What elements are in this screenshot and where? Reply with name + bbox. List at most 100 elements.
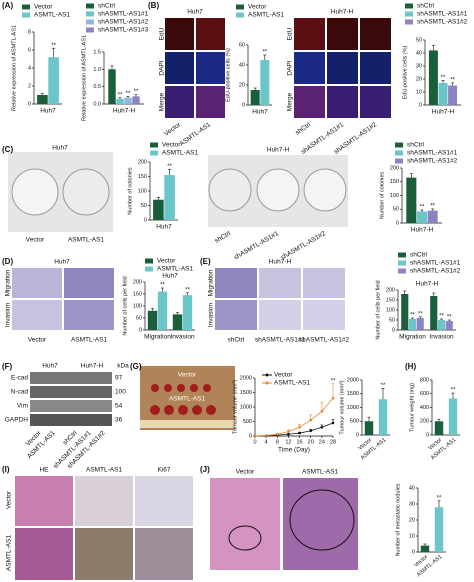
- y-tick-label: 0: [392, 327, 395, 333]
- x-tick-label: Huh7: [156, 224, 172, 231]
- legend-swatch: [22, 4, 30, 10]
- y-tick-label: 50: [136, 315, 142, 321]
- bar: [260, 60, 270, 105]
- bar: [48, 57, 59, 104]
- y-axis-label: EdU-positive cells (%): [225, 48, 231, 102]
- image-label: 54: [115, 403, 123, 410]
- panel-label: (I): [2, 465, 10, 474]
- y-tick-label: 400: [420, 405, 429, 411]
- legend-label: shASMTL-AS1#1: [410, 260, 461, 267]
- image-label: N-cad: [11, 389, 29, 396]
- y-tick-label: 1000: [240, 404, 252, 410]
- image-label: Vector: [236, 469, 255, 476]
- bar: [437, 320, 446, 330]
- ruler: [140, 420, 235, 428]
- y-tick-label: 0: [426, 432, 429, 438]
- image-label: shASMTL-AS1#2: [299, 337, 350, 344]
- image: [15, 476, 73, 526]
- y-tick-label: 40: [416, 50, 422, 56]
- image: [64, 268, 114, 298]
- y-tick-label: 100: [133, 303, 142, 309]
- bar: [250, 90, 260, 105]
- y-tick-label: 100: [138, 188, 147, 194]
- point: [298, 426, 301, 429]
- image-label: Merge: [287, 92, 294, 111]
- chart-title: Huh7-H: [416, 281, 439, 288]
- line: [254, 398, 334, 437]
- y-axis-label: Number of colonies: [379, 172, 385, 220]
- legend-label: shCtrl: [417, 3, 435, 10]
- bar: [132, 96, 140, 104]
- legend-label: Vector: [157, 258, 176, 265]
- image: [196, 86, 225, 118]
- image: [210, 478, 280, 570]
- image-label: ASMTL-AS1: [68, 237, 105, 244]
- bar: [448, 85, 458, 105]
- image-label: ASMTL-AS1: [179, 121, 213, 148]
- significance: **: [410, 313, 415, 319]
- bar: [408, 319, 417, 330]
- x-tick-label: Huh7: [252, 109, 268, 116]
- legend-label: shCtrl: [407, 142, 425, 149]
- image-label: Ki67: [157, 467, 170, 474]
- x-tick-label: 8: [276, 439, 279, 445]
- y-tick-label: 10: [409, 533, 415, 539]
- image-label: HE: [39, 467, 49, 474]
- y-tick-label: 200: [138, 159, 147, 165]
- image-label: ASMTL-AS1: [169, 396, 206, 403]
- point: [275, 432, 279, 436]
- legend-swatch: [145, 258, 153, 264]
- panel-label: (B): [148, 1, 159, 10]
- legend-label: shASMTL-AS1#2: [407, 158, 458, 165]
- y-tick-label: 200: [386, 287, 395, 293]
- legend-label: ASMTL-AS1: [34, 12, 71, 19]
- y-tick-label: 30: [409, 501, 415, 507]
- image-label: Huh7: [42, 363, 58, 370]
- panel-label: (G): [130, 362, 142, 371]
- image: [140, 366, 235, 430]
- significance: **: [420, 205, 425, 211]
- image-label: shCtrl: [228, 337, 246, 344]
- legend-swatch: [405, 11, 413, 17]
- y-tick-label: 0: [356, 432, 359, 438]
- image-label: 97: [115, 375, 123, 382]
- x-tick-label: Huh7: [40, 108, 56, 115]
- y-tick-label: 0: [144, 217, 147, 223]
- image: [294, 18, 325, 50]
- x-tick-label: 24: [319, 439, 325, 445]
- y-axis-label: Relative expression of ASMTL-AS1: [11, 25, 17, 111]
- image: [327, 18, 358, 50]
- point: [287, 430, 290, 433]
- bar: [108, 69, 116, 104]
- x-tick-label: 12: [285, 439, 291, 445]
- image-label: 36: [115, 417, 123, 424]
- x-tick-label: Huh7-H: [411, 227, 434, 234]
- image-label: GAPDH: [5, 417, 28, 424]
- legend-label: shASMTL-AS1#1: [98, 11, 149, 18]
- legend-swatch: [86, 19, 94, 25]
- point: [331, 421, 335, 425]
- point: [264, 434, 268, 437]
- image-label: Migration: [5, 269, 12, 296]
- significance: **: [262, 50, 267, 56]
- image-label: E-cad: [11, 375, 28, 382]
- bar: [430, 296, 438, 330]
- legend-swatch: [395, 150, 403, 156]
- bar: [428, 50, 438, 105]
- image: [303, 300, 345, 330]
- legend-label: shASMTL-AS1#2: [410, 268, 461, 275]
- bar: [147, 310, 158, 330]
- legend-label: Vector: [274, 372, 293, 379]
- x-tick-label: Huh7-H: [432, 109, 455, 116]
- panel-label: (A): [2, 1, 13, 10]
- significance: **: [450, 77, 455, 83]
- legend-swatch: [145, 266, 153, 272]
- significance: **: [126, 91, 131, 97]
- y-tick-label: 30: [416, 63, 422, 69]
- image-label: shASMTL-AS1#1: [233, 230, 280, 261]
- y-tick-label: 0: [28, 101, 31, 107]
- y-tick-label: 0.5: [93, 84, 101, 90]
- significance: **: [118, 92, 123, 98]
- image-label: Vector: [178, 372, 197, 379]
- bar: [378, 399, 388, 435]
